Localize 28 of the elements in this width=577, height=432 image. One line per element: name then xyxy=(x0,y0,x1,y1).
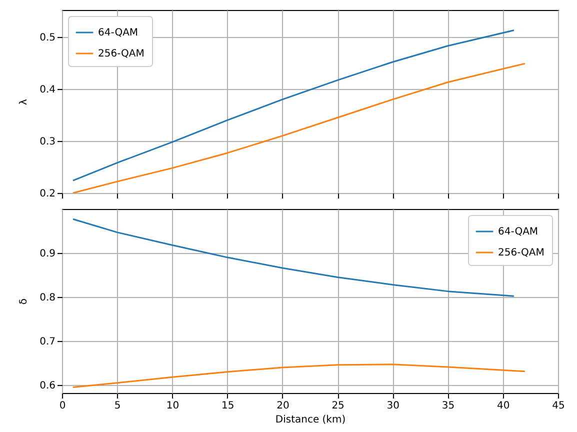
x-tick-label: 15 xyxy=(221,400,234,412)
legend-label: 256-QAM xyxy=(98,48,144,60)
y-tick-label: 0.8 xyxy=(40,292,56,304)
line-series xyxy=(72,62,526,193)
x-tick-label: 35 xyxy=(442,400,455,412)
legend-label: 256-QAM xyxy=(498,248,544,258)
y-axis-title: δ xyxy=(18,298,30,305)
y-tick-label: 0.7 xyxy=(40,336,56,348)
x-tick-label: 45 xyxy=(552,400,565,412)
line-series xyxy=(72,364,526,388)
legend-label: 64-QAM xyxy=(98,28,138,38)
line-series xyxy=(72,30,515,182)
x-tick-label: 40 xyxy=(497,400,510,412)
x-tick-label: 0 xyxy=(59,400,66,412)
y-tick-label: 0.9 xyxy=(40,248,56,260)
x-tick-label: 30 xyxy=(386,400,400,412)
y-tick-label: 0.3 xyxy=(40,136,56,148)
legend-label: 64-QAM xyxy=(498,226,538,238)
y-tick-label: 0.6 xyxy=(40,380,56,392)
x-tick-label: 5 xyxy=(114,400,121,412)
x-tick-label: 25 xyxy=(332,400,344,412)
y-tick-label: 0.4 xyxy=(40,84,56,96)
x-tick-label: 10 xyxy=(166,400,180,412)
y-tick-label: 0.5 xyxy=(40,32,56,44)
y-tick-label: 0.2 xyxy=(40,188,56,200)
x-axis-title: Distance (km) xyxy=(275,414,346,426)
x-tick-label: 20 xyxy=(276,400,290,412)
y-axis-title: λ xyxy=(18,98,30,105)
